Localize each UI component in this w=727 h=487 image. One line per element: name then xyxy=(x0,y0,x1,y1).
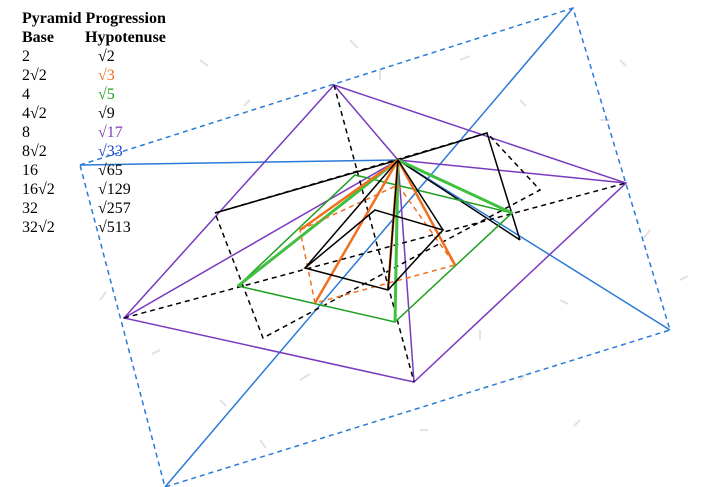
hypotenuse: √9 xyxy=(98,105,115,122)
base: 8√2 xyxy=(22,143,47,160)
hypotenuse: √17 xyxy=(98,124,123,141)
column-header: Hypotenuse xyxy=(85,29,166,46)
hypotenuse: √257 xyxy=(98,200,131,217)
purple-edges xyxy=(123,84,627,383)
base: 32√2 xyxy=(22,219,55,236)
base: 4 xyxy=(22,86,30,103)
base: 8 xyxy=(22,124,30,141)
base: 32 xyxy=(22,200,38,217)
hypotenuse: √129 xyxy=(98,181,131,198)
inner-edges xyxy=(304,159,444,291)
blue-edges xyxy=(79,7,671,487)
hypotenuse: √513 xyxy=(98,219,131,236)
base: 16 xyxy=(22,162,38,179)
outer-square xyxy=(79,7,671,487)
base: 4√2 xyxy=(22,105,47,122)
hypotenuse: √3 xyxy=(98,67,115,84)
base: 2√2 xyxy=(22,67,47,84)
purple-square xyxy=(122,84,628,383)
diagonals xyxy=(123,84,627,383)
background-pattern xyxy=(99,39,689,449)
hypotenuse: √2 xyxy=(98,48,115,65)
pyramid-lines xyxy=(79,7,671,487)
green-square xyxy=(236,174,514,323)
base: 16√2 xyxy=(22,181,55,198)
hypotenuse: √33 xyxy=(98,143,123,160)
hypotenuse: √65 xyxy=(98,162,123,179)
column-header: Base xyxy=(22,29,54,46)
base: 2 xyxy=(22,48,30,65)
hypotenuse: √5 xyxy=(98,86,115,103)
green-edges xyxy=(237,158,513,323)
orange-edges xyxy=(299,158,457,304)
title: Pyramid Progression xyxy=(22,10,166,27)
